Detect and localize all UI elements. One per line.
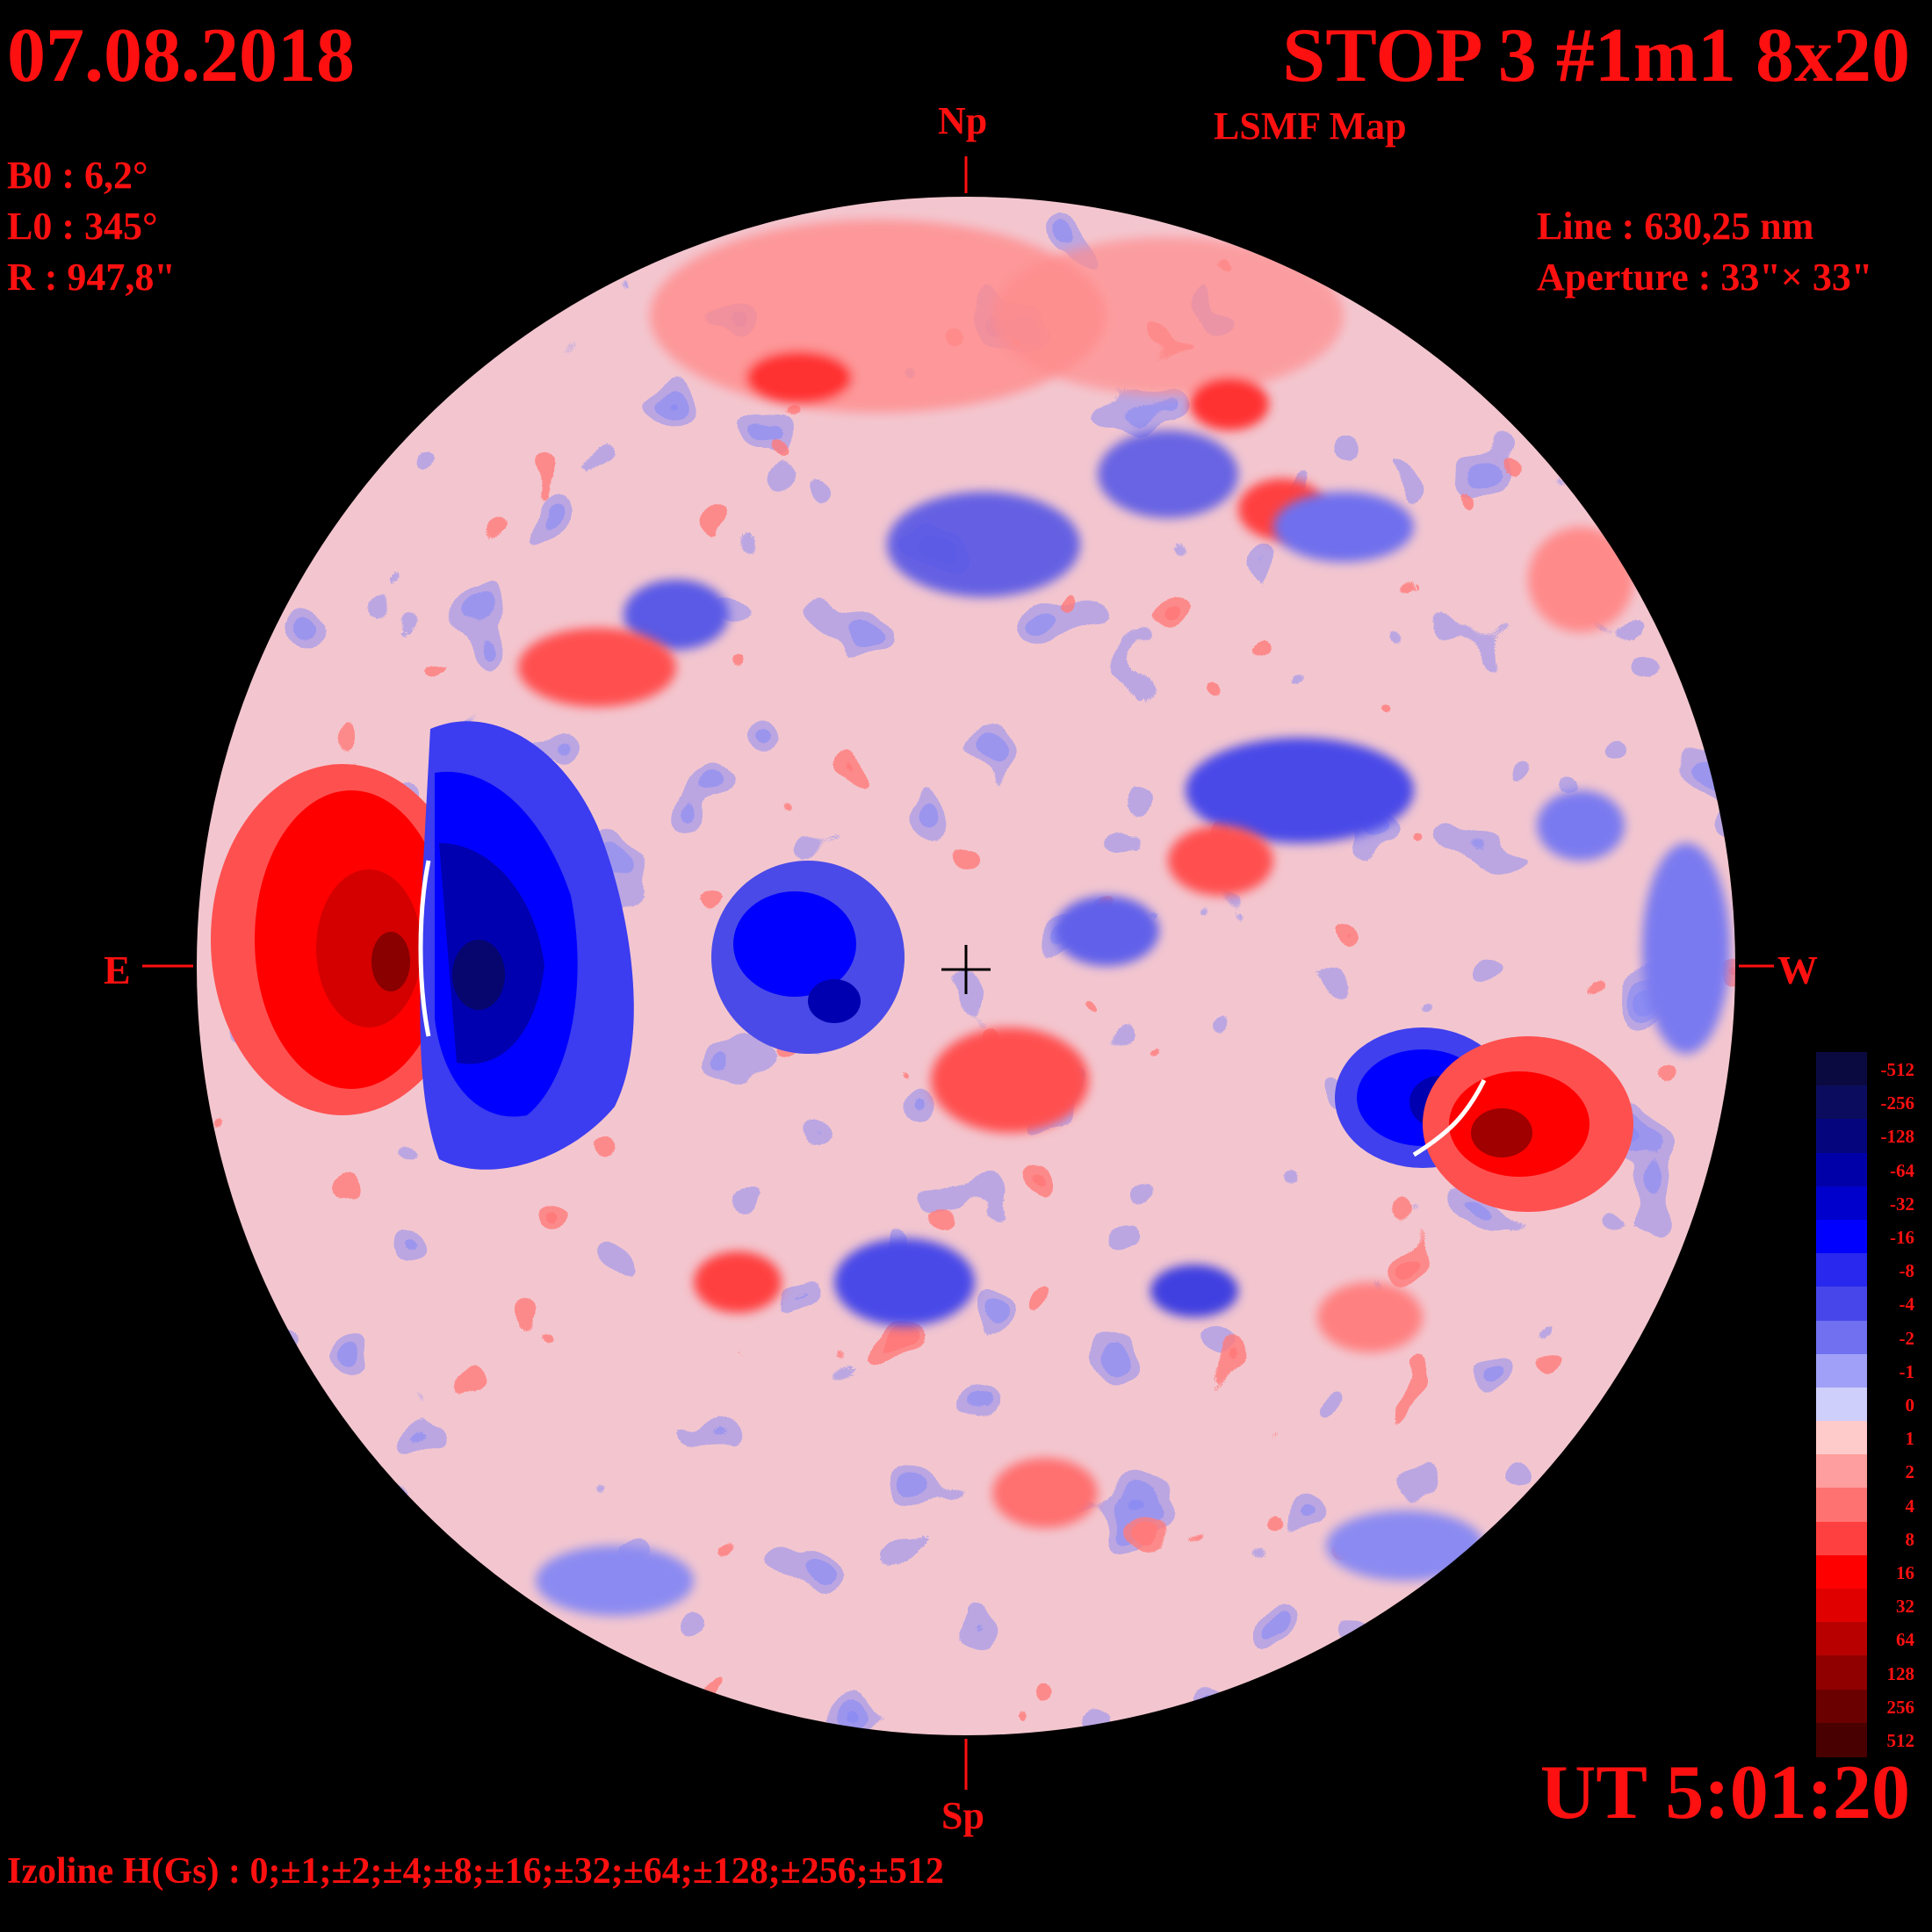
colorbar-label: -128	[1880, 1126, 1915, 1148]
disk-limb	[195, 195, 1737, 1737]
colorbar-swatch	[1816, 1521, 1867, 1556]
west-positive-region	[1412, 1036, 1633, 1212]
limb-negative-patches	[536, 790, 1730, 1616]
west-label: W	[1777, 948, 1818, 992]
north-pole-label: Np	[938, 99, 988, 142]
colorbar-label: -8	[1899, 1260, 1915, 1282]
colorbar-swatch	[1816, 1085, 1867, 1121]
colorbar-label: -256	[1880, 1092, 1915, 1114]
colorbar-swatch	[1816, 1655, 1867, 1690]
colorbar-swatch	[1816, 1454, 1867, 1489]
l0-value: L0 : 345°	[7, 205, 158, 248]
map-subtitle: LSMF Map	[1214, 105, 1407, 148]
colorbar-label: 128	[1886, 1662, 1915, 1684]
colorbar	[1816, 1052, 1867, 1757]
colorbar-swatch	[1816, 1589, 1867, 1624]
spectral-line: Line : 630,25 nm	[1537, 205, 1814, 248]
east-positive-region	[211, 764, 474, 1115]
east-negative-region	[418, 721, 634, 1170]
colorbar-label: 64	[1896, 1629, 1914, 1651]
colorbar-swatch	[1816, 1320, 1867, 1355]
colorbar-label: -2	[1899, 1327, 1915, 1349]
colorbar-label: 512	[1886, 1729, 1915, 1751]
colorbar-label: 8	[1905, 1528, 1915, 1550]
colorbar-swatch	[1816, 1622, 1867, 1657]
colorbar-label: 0	[1905, 1395, 1915, 1416]
observation-date: 07.08.2018	[7, 13, 355, 98]
colorbar-label: 1	[1905, 1428, 1915, 1450]
colorbar-swatch	[1816, 1186, 1867, 1221]
colorbar-label: -512	[1880, 1059, 1915, 1081]
colorbar-swatch	[1816, 1119, 1867, 1154]
colorbar-swatch	[1816, 1689, 1867, 1724]
colorbar-label: 2	[1905, 1461, 1915, 1483]
colorbar-swatch	[1816, 1253, 1867, 1288]
colorbar-swatch	[1816, 1052, 1867, 1087]
colorbar-swatch	[1816, 1421, 1867, 1456]
central-negative-region	[711, 861, 905, 1054]
colorbar-swatch	[1816, 1488, 1867, 1523]
universal-time: UT 5:01:20	[1539, 1750, 1910, 1835]
b0-value: B0 : 6,2°	[7, 154, 148, 197]
center-crosshair-icon	[941, 945, 991, 994]
colorbar-label: -16	[1890, 1227, 1914, 1249]
colorbar-label: 4	[1905, 1495, 1915, 1517]
colorbar-swatch	[1816, 1219, 1867, 1255]
aperture-value: Aperture : 33"× 33"	[1537, 256, 1873, 299]
colorbar-label: -64	[1890, 1159, 1914, 1181]
colorbar-swatch	[1816, 1554, 1867, 1590]
colorbar-label: -1	[1899, 1360, 1915, 1382]
izoline-legend: Izoline H(Gs) : 0;±1;±2;±4;±8;±16;±32;±6…	[7, 1851, 944, 1892]
colorbar-label: 32	[1896, 1596, 1914, 1618]
radius-value: R : 947,8"	[7, 256, 176, 299]
colorbar-label: -4	[1899, 1294, 1915, 1316]
page-title: STOP 3 #1m1 8x20	[1282, 13, 1910, 98]
colorbar-label: 256	[1886, 1696, 1915, 1718]
mid-negative-clusters	[624, 430, 1414, 1326]
colorbar-swatch	[1816, 1353, 1867, 1388]
east-label: E	[104, 948, 131, 992]
colorbar-swatch	[1816, 1722, 1867, 1757]
colorbar-swatch	[1816, 1287, 1867, 1322]
colorbar-swatch	[1816, 1387, 1867, 1423]
colorbar-label: -32	[1890, 1193, 1914, 1215]
colorbar-swatch	[1816, 1152, 1867, 1187]
south-pole-label: Sp	[941, 1794, 984, 1837]
north-positive-band	[650, 220, 1344, 540]
colorbar-label: 16	[1896, 1561, 1914, 1583]
